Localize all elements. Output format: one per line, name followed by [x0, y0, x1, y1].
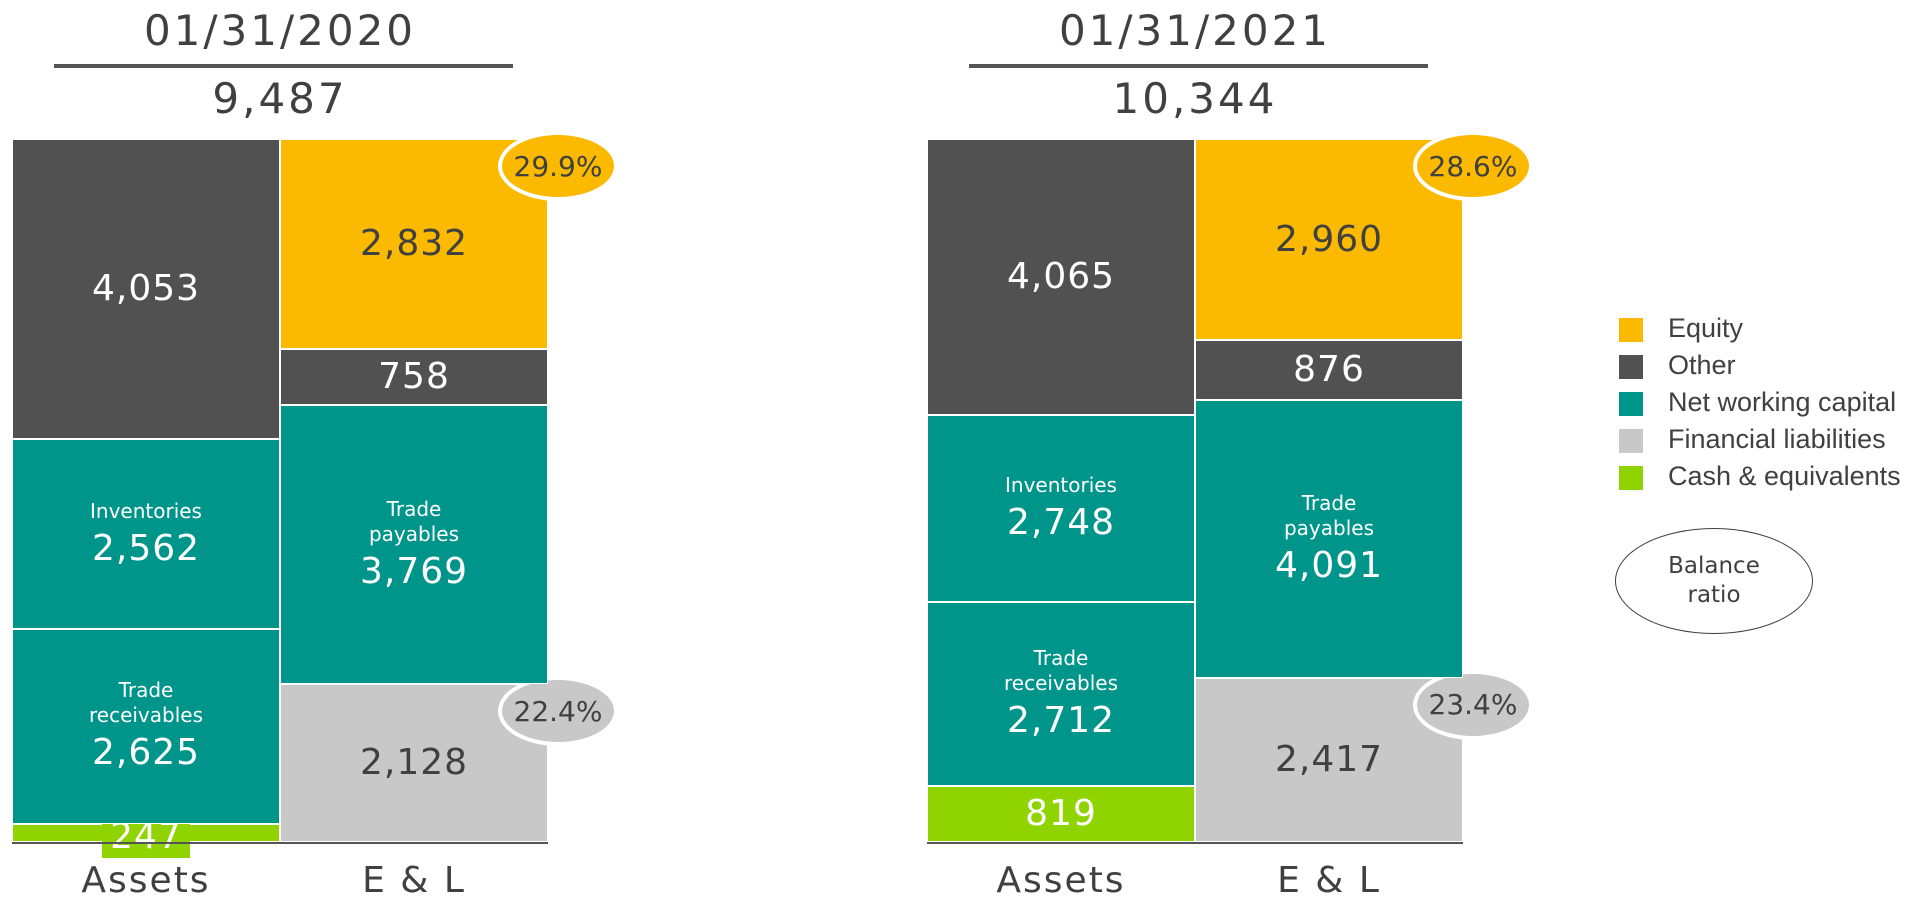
value-label: 2,712	[1006, 700, 1116, 742]
value-label: 4,065	[1006, 256, 1116, 298]
segment: Trade receivables 2,712	[927, 602, 1195, 787]
ratio-label: 29.9%	[513, 149, 603, 183]
category-label: E & L	[1277, 860, 1381, 901]
legend-swatch	[1619, 466, 1643, 490]
legend-swatch	[1619, 318, 1643, 342]
chart-title: 01/31/2021	[1058, 6, 1332, 55]
value-label: 819	[1025, 793, 1097, 835]
ratio-badge: 22.4%	[498, 676, 618, 747]
legend-swatch	[1619, 355, 1643, 379]
ratio-badge: 28.6%	[1413, 131, 1533, 201]
value-label: 2,562	[91, 527, 201, 569]
category-label: E & L	[362, 860, 466, 901]
segment-label: Trade payables	[1283, 490, 1375, 540]
segment: Trade payables 4,091	[1195, 399, 1463, 678]
segment-label: Inventories	[1005, 473, 1117, 498]
segment: 2,128	[280, 684, 548, 842]
total: 9,487	[212, 74, 348, 123]
title-rule	[54, 64, 513, 68]
segment: Trade payables 3,769	[280, 405, 548, 685]
segment-label: Trade receivables	[1003, 646, 1118, 696]
value-label: 758	[378, 355, 450, 397]
legend-label: Financial liabilities	[1668, 424, 1886, 454]
ratio-legend: Balance ratio	[1615, 528, 1813, 634]
chart-title: 01/31/2020	[143, 6, 417, 55]
segment-label: Trade payables	[368, 496, 460, 546]
value-label: 2,748	[1006, 502, 1116, 544]
baseline	[12, 842, 548, 844]
segment: Trade receivables 2,625	[12, 629, 280, 824]
value-label: 2,128	[359, 742, 469, 784]
segment: 4,053	[12, 139, 280, 440]
value-label: 2,960	[1274, 218, 1384, 260]
segment: Inventories 2,748	[927, 415, 1195, 603]
ratio-badge: 29.9%	[498, 131, 618, 201]
value-label: 3,769	[359, 550, 469, 592]
segment-label: Trade receivables	[88, 678, 203, 728]
baseline	[927, 842, 1463, 844]
segment: 4,065	[927, 139, 1195, 416]
legend-label: Net working capital	[1668, 387, 1897, 417]
ratio-label: 23.4%	[1428, 688, 1518, 722]
value-label: 876	[1293, 348, 1365, 390]
value-label: 4,091	[1274, 544, 1384, 586]
segment-label: Inventories	[90, 498, 202, 523]
value-label: 2,832	[359, 222, 469, 264]
legend-swatch	[1619, 392, 1643, 416]
segment: 247	[12, 815, 280, 858]
ratio-label: 22.4%	[513, 694, 603, 728]
value-label: 4,053	[91, 268, 201, 310]
ratio-label: 28.6%	[1428, 149, 1518, 183]
legend-label: Cash & equivalents	[1668, 461, 1901, 491]
total: 10,344	[1112, 74, 1278, 123]
value-label: 2,625	[91, 732, 201, 774]
legend-label: Other	[1668, 350, 1736, 380]
title-rule	[969, 64, 1428, 68]
value-label: 2,417	[1274, 738, 1384, 780]
ratio-badge: 23.4%	[1413, 669, 1533, 740]
legend-swatch	[1619, 429, 1643, 453]
segment: Inventories 2,562	[12, 439, 280, 630]
category-label: Assets	[81, 860, 211, 901]
category-label: Assets	[996, 860, 1126, 901]
segment: 819	[927, 786, 1195, 842]
legend-label: Equity	[1668, 313, 1744, 343]
segment: 876	[1195, 340, 1463, 400]
segment: 758	[280, 348, 548, 405]
